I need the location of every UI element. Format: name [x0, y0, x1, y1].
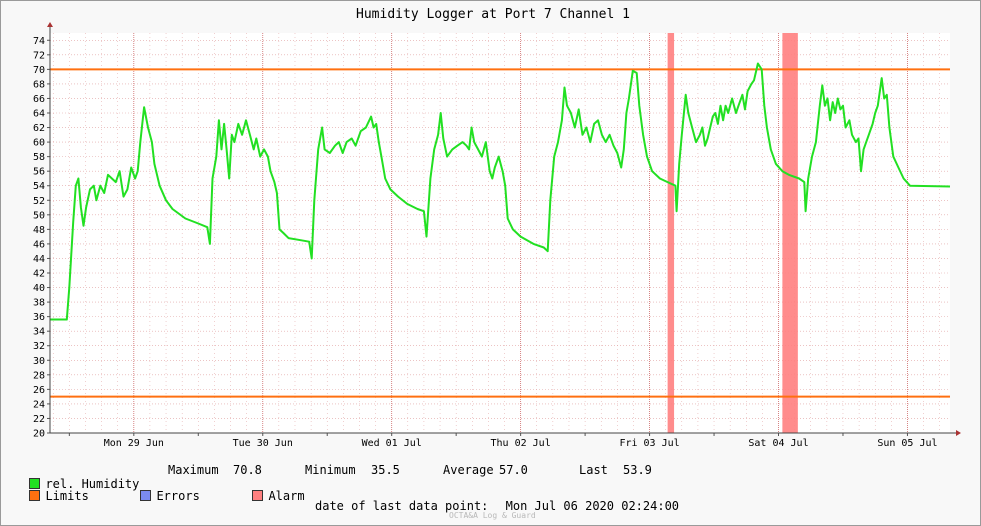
- avg-label: Average: [443, 463, 494, 477]
- y-tick-label: 24: [33, 399, 45, 410]
- last-data-point: date of last data point: Mon Jul 06 2020…: [315, 499, 679, 513]
- x-tick-label: Sat 04 Jul: [748, 438, 808, 449]
- legend-max-value: 70.8: [233, 463, 262, 477]
- min-label: Minimum: [305, 463, 356, 477]
- y-tick-label: 52: [33, 196, 45, 207]
- last-label: Last: [579, 463, 608, 477]
- y-axis-arrow: [47, 22, 53, 27]
- y-tick-label: 64: [33, 109, 45, 120]
- tick-label-layer: 20 22 24 26 28 30 32 34 36 38 40 42 44 46 48 50 52 54 56 58…: [33, 36, 938, 449]
- x-tick-label: Mon 29 Jun: [104, 438, 164, 449]
- x-tick-label: Wed 01 Jul: [362, 438, 422, 449]
- last-point-label: date of last data point:: [315, 499, 489, 513]
- y-tick-label: 68: [33, 79, 45, 90]
- legend-last-value: 53.9: [623, 463, 652, 477]
- y-tick-label: 58: [33, 152, 45, 163]
- errors-swatch: [140, 490, 152, 501]
- alarm-layer: [667, 33, 798, 433]
- legend-avg: Average: [443, 463, 494, 477]
- y-tick-label: 66: [33, 94, 45, 105]
- series-layer: [50, 62, 951, 321]
- alarm-band: [782, 33, 798, 433]
- x-tick-label: Tue 30 Jun: [233, 438, 293, 449]
- y-tick-label: 60: [33, 138, 45, 149]
- max-value: 70.8: [233, 463, 262, 477]
- legend-errors: Errors: [126, 475, 200, 503]
- y-tick-label: 48: [33, 225, 45, 236]
- legend-alarm: Alarm: [238, 475, 305, 503]
- y-tick-label: 72: [33, 50, 45, 61]
- y-tick-label: 34: [33, 327, 45, 338]
- y-tick-label: 50: [33, 210, 45, 221]
- alarm-swatch: [252, 490, 264, 501]
- alarm-label: Alarm: [268, 489, 305, 503]
- alarm-band: [667, 33, 675, 433]
- y-tick-label: 56: [33, 167, 45, 178]
- axes-layer: [47, 22, 961, 436]
- y-tick-label: 38: [33, 298, 45, 309]
- y-tick-label: 54: [33, 181, 45, 192]
- humidity-series-line: [50, 62, 951, 321]
- y-tick-label: 36: [33, 312, 45, 323]
- y-tick-label: 40: [33, 283, 45, 294]
- legend-series-label: rel. Humidity: [45, 477, 140, 491]
- last-value: 53.9: [623, 463, 652, 477]
- y-tick-label: 62: [33, 123, 45, 134]
- last-point-value: Mon Jul 06 2020 02:24:00: [505, 499, 680, 513]
- legend-limits: Limits: [15, 475, 89, 503]
- y-tick-label: 46: [33, 239, 45, 250]
- x-tick-label: Thu 02 Jul: [491, 438, 551, 449]
- x-axis-arrow: [956, 430, 961, 436]
- max-label: Maximum: [168, 463, 219, 477]
- legend-min-value: 35.5: [371, 463, 400, 477]
- avg-value: 57.0: [499, 463, 528, 477]
- legend-last: Last: [579, 463, 608, 477]
- legend-row-1: rel. Humidity: [15, 463, 139, 491]
- y-tick-label: 20: [33, 429, 45, 440]
- watermark: OCTA&A Log & Guard: [449, 511, 536, 520]
- y-tick-label: 22: [33, 414, 45, 425]
- chart-title: Humidity Logger at Port 7 Channel 1: [356, 7, 630, 22]
- legend-max: Maximum: [168, 463, 219, 477]
- y-tick-label: 74: [33, 36, 45, 47]
- humidity-swatch: [29, 478, 41, 489]
- y-tick-label: 42: [33, 269, 45, 280]
- errors-label: Errors: [156, 489, 200, 503]
- y-tick-label: 32: [33, 341, 45, 352]
- limits-label: Limits: [45, 489, 89, 503]
- y-tick-label: 70: [33, 65, 45, 76]
- y-tick-label: 28: [33, 370, 45, 381]
- limits-layer: [50, 68, 950, 398]
- legend-avg-value: 57.0: [499, 463, 528, 477]
- x-tick-label: Sun 05 Jul: [877, 438, 937, 449]
- plot-background: [50, 33, 950, 433]
- x-tick-label: Fri 03 Jul: [619, 438, 679, 449]
- legend-min: Minimum: [305, 463, 356, 477]
- grid-layer: [50, 33, 950, 434]
- limits-swatch: [29, 490, 41, 501]
- y-tick-label: 26: [33, 385, 45, 396]
- min-value: 35.5: [371, 463, 400, 477]
- y-tick-label: 44: [33, 254, 45, 265]
- y-tick-label: 30: [33, 356, 45, 367]
